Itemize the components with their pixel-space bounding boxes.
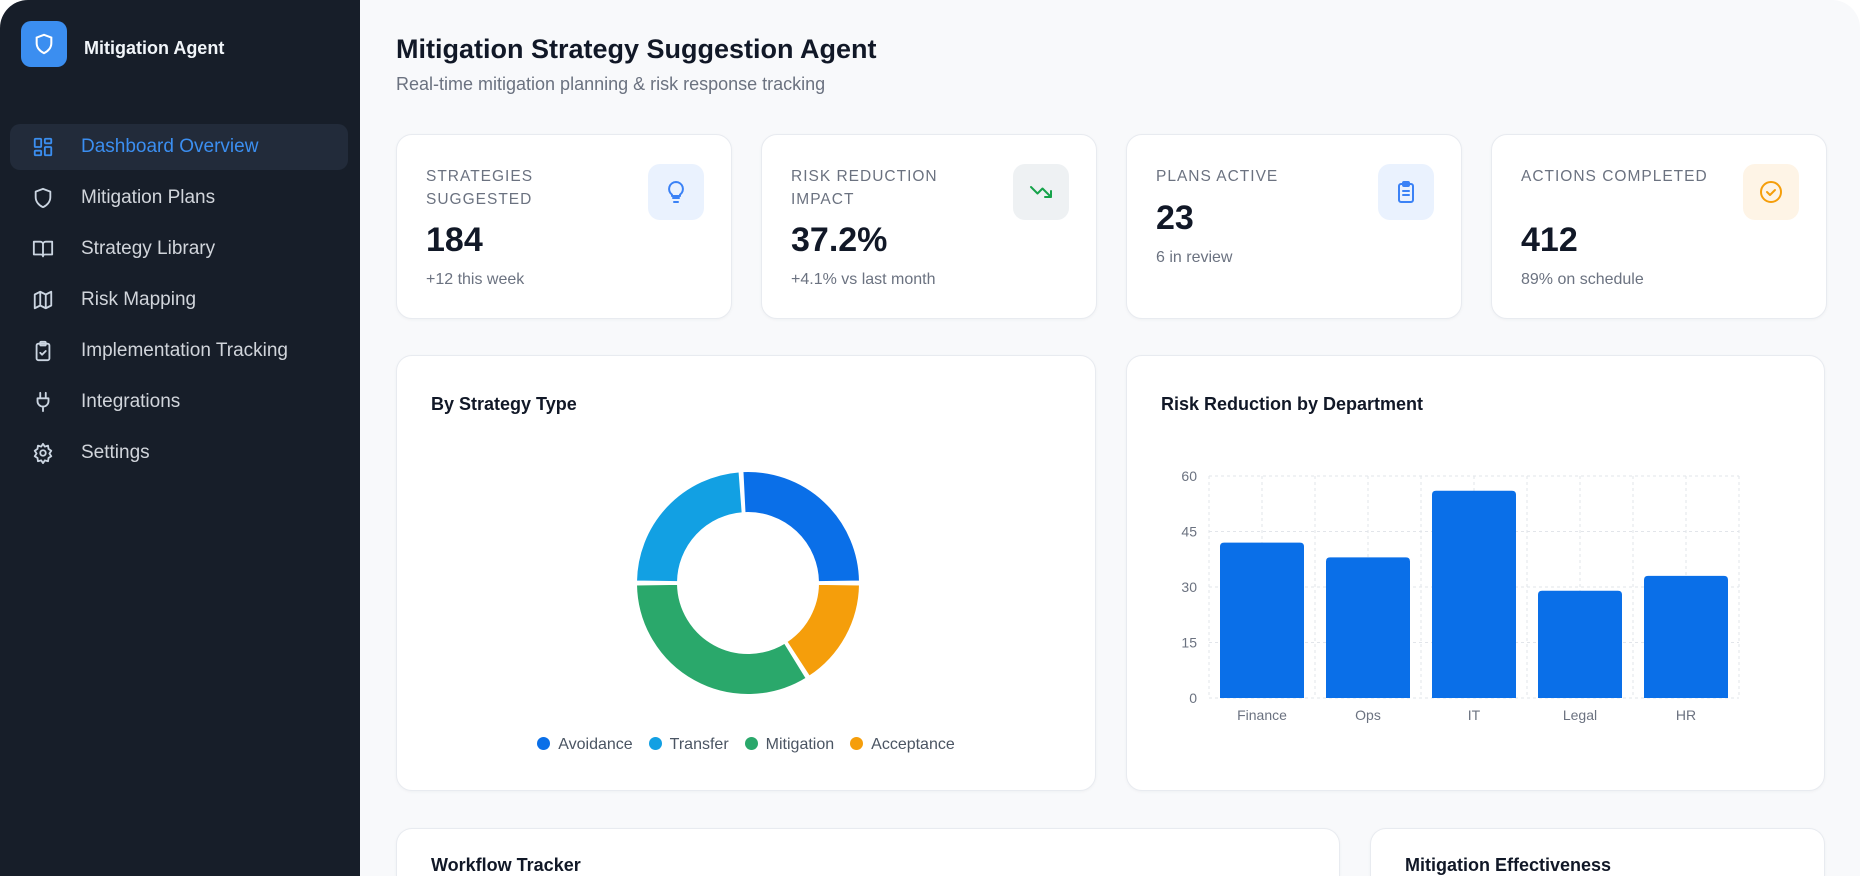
legend-label: Acceptance: [871, 736, 955, 753]
bar-hr[interactable]: [1644, 575, 1728, 698]
sidebar-item-label: Mitigation Plans: [81, 187, 216, 208]
chart-title: Risk Reduction by Department: [1161, 394, 1424, 414]
gear-icon: [32, 442, 54, 464]
x-tick-label: Finance: [1237, 707, 1287, 723]
sidebar-item-label: Settings: [81, 442, 150, 463]
legend-label: Transfer: [669, 736, 729, 753]
clipboard-icon: [1378, 164, 1434, 220]
x-tick-label: Legal: [1563, 707, 1597, 723]
sidebar-item-strategy-library[interactable]: Strategy Library: [10, 226, 348, 272]
lightbulb-icon: [648, 164, 704, 220]
donut-chart: [634, 470, 862, 696]
clipboard-check-icon: [32, 340, 54, 362]
legend-dot: [744, 737, 758, 750]
legend-label: Avoidance: [558, 736, 633, 753]
stat-subtext: 6 in review: [1156, 249, 1233, 266]
donut-slice-transfer[interactable]: [634, 470, 744, 584]
stat-card-plans-active: Plans Active 23 6 in review: [1126, 134, 1462, 319]
y-tick-label: 15: [1181, 635, 1197, 651]
stat-label: Actions Completed: [1521, 168, 1708, 185]
stat-label: Strategies Suggested: [426, 168, 534, 208]
donut-slice-mitigation[interactable]: [634, 582, 809, 696]
sidebar-item-label: Implementation Tracking: [81, 340, 288, 361]
bar-ops[interactable]: [1326, 557, 1410, 698]
stat-subtext: 89% on schedule: [1521, 271, 1644, 288]
shield-icon: [32, 187, 54, 209]
check-circle-icon: [1743, 164, 1799, 220]
stat-value: 412: [1521, 221, 1578, 259]
page-subtitle: Real-time mitigation planning & risk res…: [396, 74, 826, 94]
y-tick-label: 0: [1189, 690, 1197, 706]
stat-value: 37.2%: [791, 221, 888, 259]
stat-subtext: +4.1% vs last month: [791, 271, 936, 288]
stat-card-actions-completed: Actions Completed 412 89% on schedule: [1491, 134, 1827, 319]
sidebar: Mitigation Agent Dashboard Overview Mitig…: [0, 0, 360, 876]
sidebar-item-implementation-tracking[interactable]: Implementation Tracking: [10, 328, 348, 374]
donut-slice-avoidance[interactable]: [741, 470, 862, 584]
plug-icon: [32, 391, 54, 413]
sidebar-item-risk-mapping[interactable]: Risk Mapping: [10, 277, 348, 323]
legend-dot: [537, 737, 551, 750]
legend-item-avoidance[interactable]: Avoidance: [537, 736, 633, 754]
chart-legend: Avoidance Transfer Mitigation Acceptance: [397, 736, 1095, 754]
y-tick-label: 45: [1181, 524, 1197, 540]
legend-item-mitigation[interactable]: Mitigation: [744, 736, 835, 754]
trending-down-icon: [1013, 164, 1069, 220]
legend-item-transfer[interactable]: Transfer: [648, 736, 729, 754]
sidebar-item-dashboard-overview[interactable]: Dashboard Overview: [10, 124, 348, 170]
stat-value: 23: [1156, 199, 1194, 237]
map-icon: [32, 289, 54, 311]
x-tick-label: IT: [1468, 707, 1481, 723]
y-tick-label: 60: [1181, 468, 1197, 484]
donut-slice-acceptance[interactable]: [784, 582, 862, 679]
legend-item-acceptance[interactable]: Acceptance: [850, 736, 955, 754]
dashboard-icon: [32, 136, 54, 158]
effectiveness-card: Mitigation Effectiveness: [1370, 828, 1825, 876]
sidebar-nav: Dashboard Overview Mitigation Plans Strate…: [10, 124, 348, 481]
sidebar-item-label: Integrations: [81, 391, 181, 412]
logo-shield-icon: [21, 21, 67, 67]
sidebar-item-label: Risk Mapping: [81, 289, 197, 310]
brand-name: Mitigation Agent: [84, 38, 225, 58]
stat-label: Plans Active: [1156, 168, 1279, 185]
sidebar-item-settings[interactable]: Settings: [10, 430, 348, 476]
sidebar-item-label: Dashboard Overview: [81, 136, 259, 157]
x-tick-label: Ops: [1355, 707, 1381, 723]
stat-card-risk-reduction-impact: Risk Reduction Impact 37.2% +4.1% vs las…: [761, 134, 1097, 319]
x-tick-label: HR: [1676, 707, 1696, 723]
strategy-type-card: By Strategy Type Avoidance Transfer Mitiga…: [396, 355, 1096, 791]
legend-dot: [850, 737, 864, 750]
workflow-tracker-card: Workflow Tracker: [396, 828, 1340, 876]
stat-card-strategies-suggested: Strategies Suggested 184 +12 this week: [396, 134, 732, 319]
sidebar-item-mitigation-plans[interactable]: Mitigation Plans: [10, 175, 348, 221]
sidebar-item-integrations[interactable]: Integrations: [10, 379, 348, 425]
legend-label: Mitigation: [765, 736, 835, 753]
bar-it[interactable]: [1432, 490, 1516, 698]
y-tick-label: 30: [1181, 579, 1197, 595]
legend-dot: [648, 737, 662, 750]
bar-finance[interactable]: [1220, 542, 1304, 698]
workflow-title: Workflow Tracker: [431, 855, 581, 875]
page-title: Mitigation Strategy Suggestion Agent: [396, 34, 877, 64]
bar-chart: 0 15 30 45 60 Finance Ops IT Legal HR: [1181, 468, 1740, 723]
effectiveness-title: Mitigation Effectiveness: [1405, 855, 1612, 875]
sidebar-item-label: Strategy Library: [81, 238, 216, 259]
stat-value: 184: [426, 221, 483, 259]
book-icon: [32, 238, 54, 260]
stat-subtext: +12 this week: [426, 271, 525, 288]
bar-legal[interactable]: [1538, 590, 1622, 698]
chart-title: By Strategy Type: [431, 394, 577, 414]
department-card: Risk Reduction by Department 0 15 30 45 60 Fi…: [1126, 355, 1825, 791]
stat-label: Risk Reduction Impact: [791, 168, 938, 208]
